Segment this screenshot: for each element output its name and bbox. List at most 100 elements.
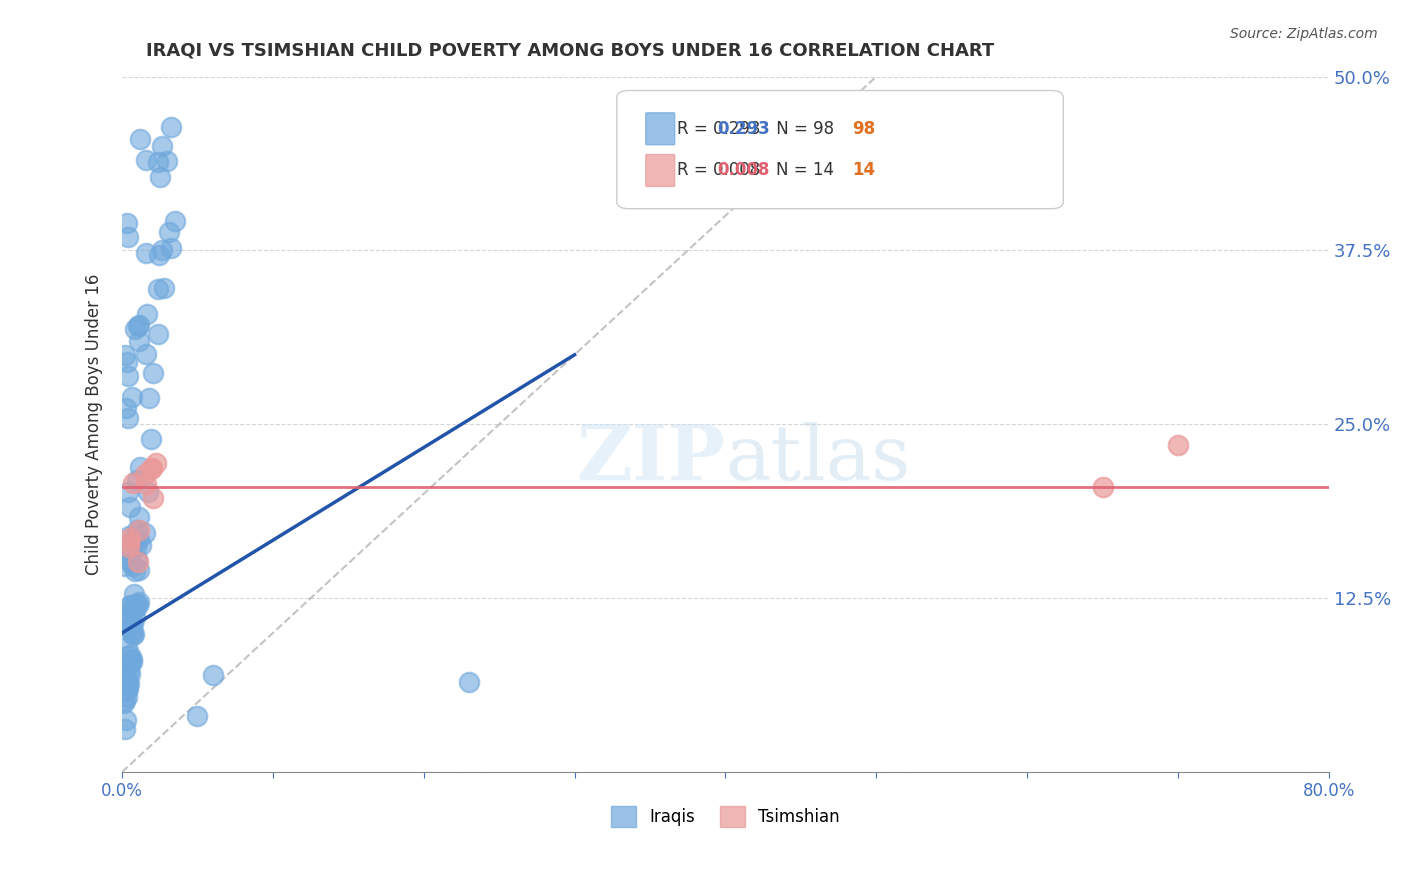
Point bbox=[117, 410, 139, 425]
Point bbox=[114, 559, 136, 574]
Point bbox=[121, 627, 143, 641]
Point bbox=[118, 500, 141, 515]
Point bbox=[157, 225, 180, 239]
Point bbox=[118, 536, 141, 550]
Text: R = 0.008   N = 14: R = 0.008 N = 14 bbox=[678, 161, 834, 179]
Point bbox=[120, 616, 142, 631]
Point bbox=[122, 599, 145, 613]
Point bbox=[122, 558, 145, 573]
Text: 98: 98 bbox=[852, 120, 876, 137]
Point bbox=[125, 523, 148, 537]
Point bbox=[121, 476, 143, 491]
Point bbox=[127, 597, 149, 611]
Point bbox=[135, 347, 157, 361]
Point bbox=[458, 674, 481, 689]
Point bbox=[117, 484, 139, 499]
Point bbox=[118, 599, 141, 614]
Point bbox=[128, 595, 150, 609]
Point bbox=[115, 673, 138, 687]
Point bbox=[127, 473, 149, 487]
Point bbox=[120, 598, 142, 612]
Point bbox=[117, 612, 139, 626]
Point bbox=[124, 597, 146, 611]
Point bbox=[121, 626, 143, 640]
Text: 0.008: 0.008 bbox=[717, 161, 769, 179]
Text: 14: 14 bbox=[852, 161, 876, 179]
Point bbox=[114, 722, 136, 736]
Point bbox=[118, 542, 141, 557]
Point bbox=[160, 120, 183, 134]
Point bbox=[134, 467, 156, 481]
Point bbox=[127, 598, 149, 612]
Point bbox=[1091, 480, 1114, 494]
Point bbox=[128, 563, 150, 577]
Point bbox=[115, 713, 138, 727]
Point bbox=[129, 132, 152, 146]
Point bbox=[117, 229, 139, 244]
Point bbox=[134, 526, 156, 541]
Point bbox=[124, 532, 146, 546]
Point bbox=[121, 390, 143, 404]
Text: R = 0.293   N = 98: R = 0.293 N = 98 bbox=[678, 120, 834, 137]
Point bbox=[121, 604, 143, 618]
Point bbox=[186, 709, 208, 723]
Point bbox=[120, 657, 142, 671]
Point bbox=[141, 461, 163, 475]
Point bbox=[117, 549, 139, 563]
Point bbox=[121, 623, 143, 637]
Point bbox=[118, 540, 141, 554]
FancyBboxPatch shape bbox=[645, 112, 675, 145]
Point bbox=[117, 664, 139, 678]
Point bbox=[115, 649, 138, 664]
Point bbox=[115, 690, 138, 705]
Point bbox=[120, 545, 142, 559]
Point bbox=[112, 696, 135, 710]
Text: Source: ZipAtlas.com: Source: ZipAtlas.com bbox=[1230, 27, 1378, 41]
Point bbox=[146, 154, 169, 169]
Point bbox=[115, 401, 138, 415]
Point bbox=[127, 318, 149, 333]
Point bbox=[124, 610, 146, 624]
Point bbox=[148, 282, 170, 296]
Point bbox=[128, 318, 150, 333]
Point bbox=[1167, 438, 1189, 452]
Point bbox=[142, 366, 165, 380]
Point bbox=[128, 460, 150, 475]
Point bbox=[146, 327, 169, 342]
Point bbox=[142, 491, 165, 506]
FancyBboxPatch shape bbox=[617, 90, 1063, 209]
Point bbox=[114, 348, 136, 362]
Point bbox=[145, 456, 167, 470]
Legend: Iraqis, Tsimshian: Iraqis, Tsimshian bbox=[605, 799, 846, 833]
Point bbox=[115, 672, 138, 686]
Point bbox=[115, 216, 138, 230]
Point bbox=[121, 653, 143, 667]
Point bbox=[127, 555, 149, 569]
Point bbox=[125, 541, 148, 555]
Point bbox=[115, 640, 138, 654]
Point bbox=[122, 627, 145, 641]
Point bbox=[136, 307, 159, 321]
Point bbox=[138, 391, 160, 405]
Point bbox=[163, 214, 186, 228]
Text: atlas: atlas bbox=[725, 422, 911, 496]
Point bbox=[150, 243, 173, 257]
Point bbox=[120, 531, 142, 545]
Point bbox=[121, 652, 143, 666]
Point bbox=[118, 676, 141, 690]
Point bbox=[135, 477, 157, 491]
Point bbox=[114, 676, 136, 690]
Point bbox=[152, 281, 174, 295]
Point bbox=[115, 355, 138, 369]
Point bbox=[121, 656, 143, 670]
Point bbox=[117, 620, 139, 634]
Text: 0.293: 0.293 bbox=[717, 120, 769, 137]
Point bbox=[117, 681, 139, 696]
Point bbox=[128, 532, 150, 546]
Point bbox=[149, 170, 172, 185]
Point bbox=[160, 241, 183, 255]
Point bbox=[139, 432, 162, 446]
Point bbox=[201, 667, 224, 681]
Point bbox=[115, 684, 138, 698]
Point bbox=[122, 587, 145, 601]
